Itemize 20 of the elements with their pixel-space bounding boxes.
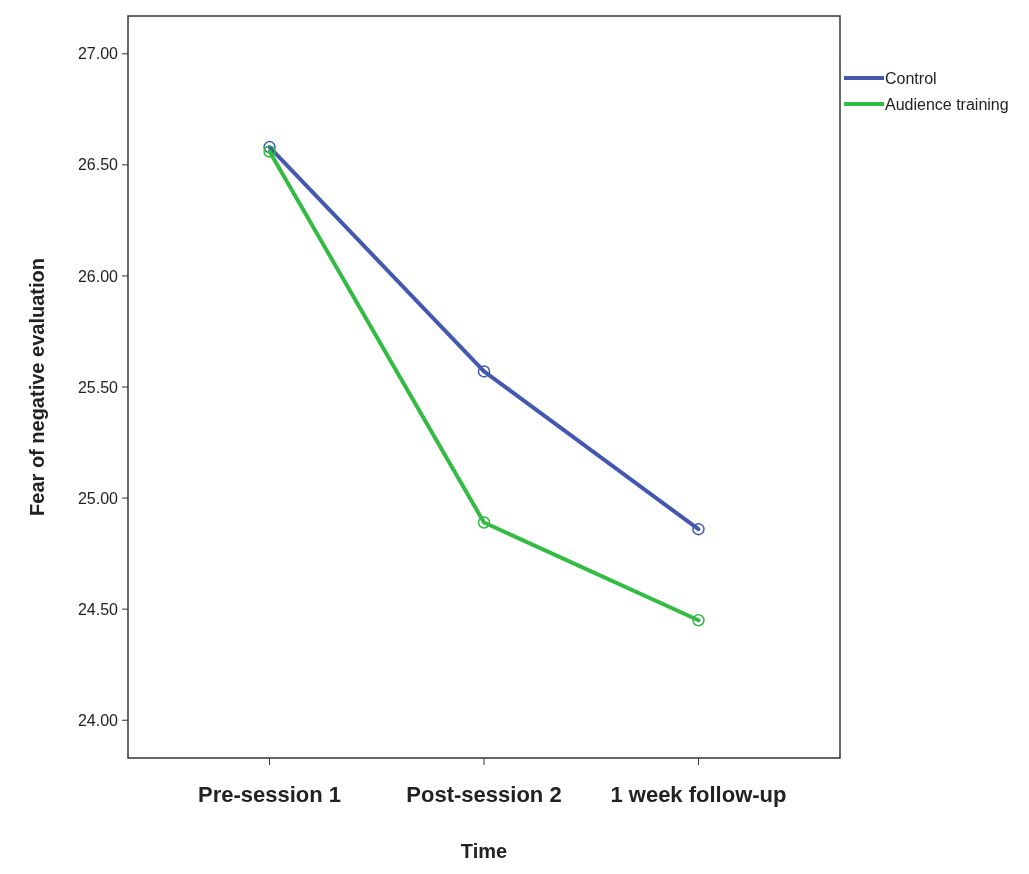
point [692, 522, 705, 536]
x-tick-label: Post-session 2 [406, 782, 562, 807]
x-tick-label: 1 week follow-up [610, 782, 787, 807]
y-tick-label: 25.00 [77, 489, 119, 507]
x-axis-title: Time [460, 840, 508, 862]
point [263, 140, 276, 154]
y-tick-label: 26.00 [77, 267, 119, 285]
y-tick-label: 24.00 [77, 711, 119, 729]
y-tick-label: 27.00 [77, 45, 119, 63]
point [477, 365, 491, 378]
y-axis-title: Fear of negative evaluation [26, 258, 48, 516]
y-tick-label: 24.50 [77, 600, 119, 618]
legend-label: Control [885, 69, 937, 87]
point [692, 614, 705, 627]
point [477, 516, 491, 529]
legend-label: Audience training [885, 95, 1009, 113]
point [263, 145, 276, 158]
x-tick-label: Pre-session 1 [198, 782, 342, 807]
y-tick-label: 25.50 [77, 378, 119, 396]
y-tick-label: 26.50 [77, 156, 119, 174]
